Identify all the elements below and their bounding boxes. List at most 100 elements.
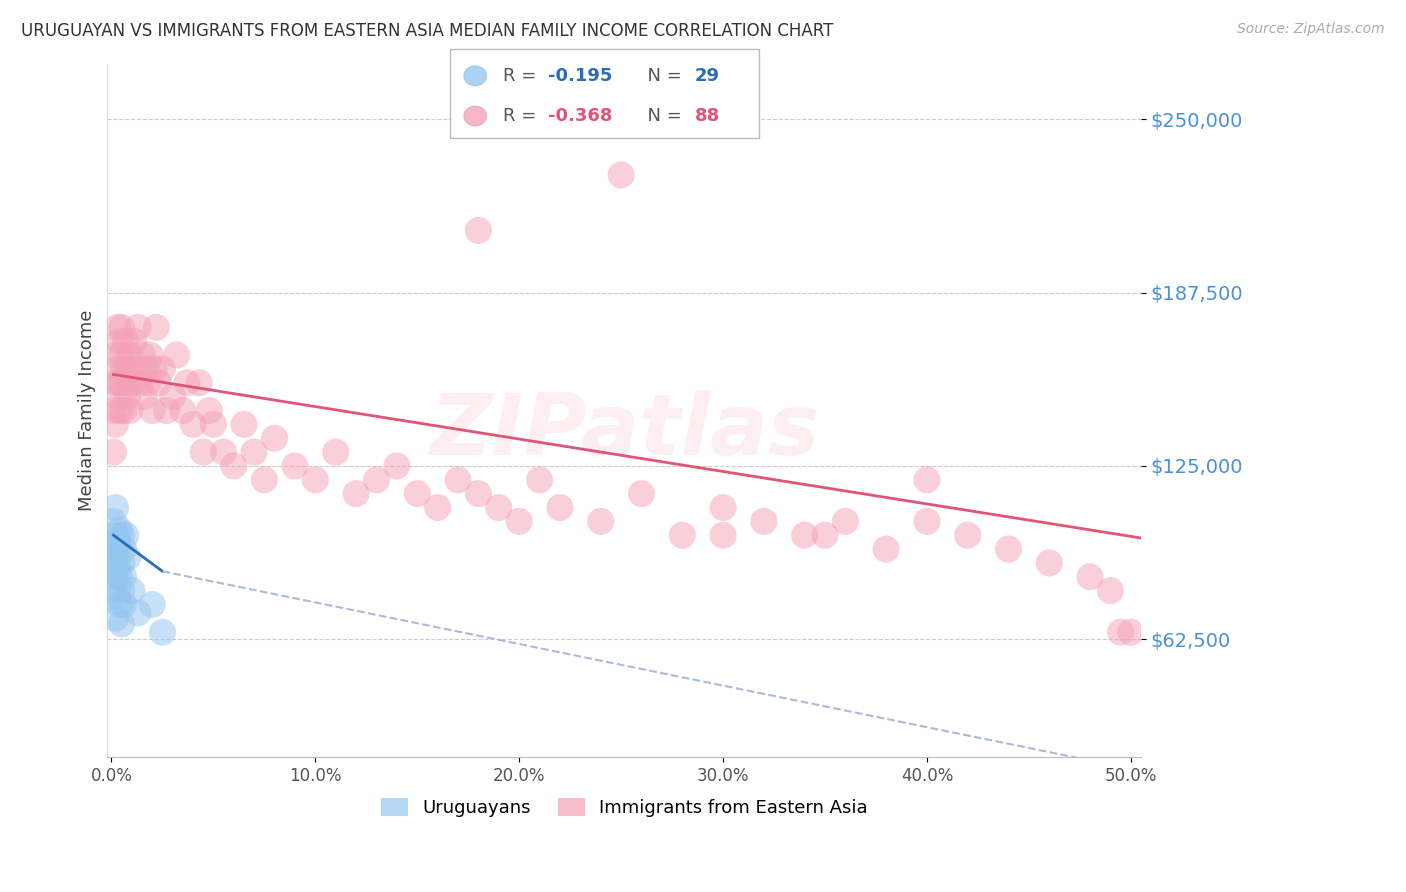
Point bbox=[447, 473, 470, 487]
Point bbox=[103, 583, 125, 598]
Point bbox=[304, 473, 326, 487]
Point bbox=[117, 362, 139, 376]
Point bbox=[202, 417, 225, 432]
Point bbox=[107, 390, 129, 404]
Point bbox=[112, 598, 135, 612]
Point bbox=[114, 334, 136, 349]
Point bbox=[118, 403, 141, 417]
Text: -0.195: -0.195 bbox=[548, 67, 613, 85]
Point bbox=[253, 473, 276, 487]
Point bbox=[141, 598, 163, 612]
Point bbox=[143, 362, 166, 376]
Point bbox=[172, 403, 194, 417]
Point bbox=[915, 514, 938, 528]
Point bbox=[233, 417, 256, 432]
Point bbox=[752, 514, 775, 528]
Point bbox=[344, 486, 367, 500]
Point bbox=[135, 362, 157, 376]
Point bbox=[589, 514, 612, 528]
Point bbox=[488, 500, 510, 515]
Point bbox=[108, 598, 131, 612]
Text: -0.368: -0.368 bbox=[548, 107, 613, 125]
Point bbox=[121, 583, 143, 598]
Point bbox=[548, 500, 571, 515]
Point bbox=[711, 528, 734, 542]
Point bbox=[104, 528, 127, 542]
Point bbox=[198, 403, 221, 417]
Point bbox=[111, 320, 134, 334]
Point bbox=[103, 403, 125, 417]
Point bbox=[467, 223, 489, 237]
Point bbox=[117, 550, 139, 565]
Point bbox=[141, 403, 163, 417]
Point bbox=[325, 445, 347, 459]
Point bbox=[162, 390, 184, 404]
Point bbox=[108, 523, 131, 537]
Point bbox=[243, 445, 266, 459]
Text: 88: 88 bbox=[695, 107, 720, 125]
Point bbox=[121, 376, 143, 390]
Point bbox=[711, 500, 734, 515]
Point bbox=[112, 403, 135, 417]
Point bbox=[284, 458, 307, 473]
Point bbox=[111, 616, 134, 631]
Point bbox=[107, 561, 129, 575]
Point bbox=[111, 348, 134, 362]
Text: ZIPatlas: ZIPatlas bbox=[429, 390, 820, 473]
Point bbox=[1109, 625, 1132, 640]
Point bbox=[406, 486, 429, 500]
Point bbox=[263, 431, 285, 445]
Point bbox=[107, 589, 129, 603]
Point bbox=[112, 542, 135, 557]
Text: N =: N = bbox=[636, 107, 688, 125]
Point bbox=[1038, 556, 1060, 570]
Point bbox=[111, 528, 134, 542]
Point bbox=[1119, 625, 1142, 640]
Point bbox=[108, 376, 131, 390]
Point bbox=[129, 376, 152, 390]
Point bbox=[834, 514, 856, 528]
Point bbox=[155, 403, 177, 417]
Point bbox=[997, 542, 1019, 557]
Point bbox=[132, 390, 155, 404]
Point bbox=[193, 445, 215, 459]
Point bbox=[136, 376, 159, 390]
Point bbox=[103, 556, 125, 570]
Point bbox=[366, 473, 388, 487]
Point bbox=[117, 390, 139, 404]
Point bbox=[188, 376, 211, 390]
Point bbox=[426, 500, 449, 515]
Point bbox=[107, 542, 129, 557]
Text: Source: ZipAtlas.com: Source: ZipAtlas.com bbox=[1237, 22, 1385, 37]
Point bbox=[111, 556, 134, 570]
Point bbox=[875, 542, 897, 557]
Point bbox=[152, 362, 174, 376]
Point bbox=[1099, 583, 1122, 598]
Point bbox=[529, 473, 551, 487]
Point bbox=[212, 445, 235, 459]
Point bbox=[108, 334, 131, 349]
Point bbox=[108, 403, 131, 417]
Point bbox=[148, 376, 170, 390]
Point bbox=[222, 458, 245, 473]
Point bbox=[131, 348, 153, 362]
Point bbox=[114, 528, 136, 542]
Point bbox=[127, 606, 149, 620]
Point bbox=[152, 625, 174, 640]
Point bbox=[122, 334, 145, 349]
Point bbox=[104, 376, 127, 390]
Point bbox=[104, 570, 127, 584]
Point bbox=[107, 362, 129, 376]
Text: R =: R = bbox=[503, 107, 543, 125]
Point bbox=[111, 583, 134, 598]
Point bbox=[107, 320, 129, 334]
Point bbox=[118, 348, 141, 362]
Point bbox=[630, 486, 652, 500]
Text: N =: N = bbox=[636, 67, 688, 85]
Point bbox=[467, 486, 489, 500]
Point bbox=[145, 320, 167, 334]
Point bbox=[104, 550, 127, 565]
Point bbox=[104, 611, 127, 625]
Text: URUGUAYAN VS IMMIGRANTS FROM EASTERN ASIA MEDIAN FAMILY INCOME CORRELATION CHART: URUGUAYAN VS IMMIGRANTS FROM EASTERN ASI… bbox=[21, 22, 834, 40]
Text: 29: 29 bbox=[695, 67, 720, 85]
